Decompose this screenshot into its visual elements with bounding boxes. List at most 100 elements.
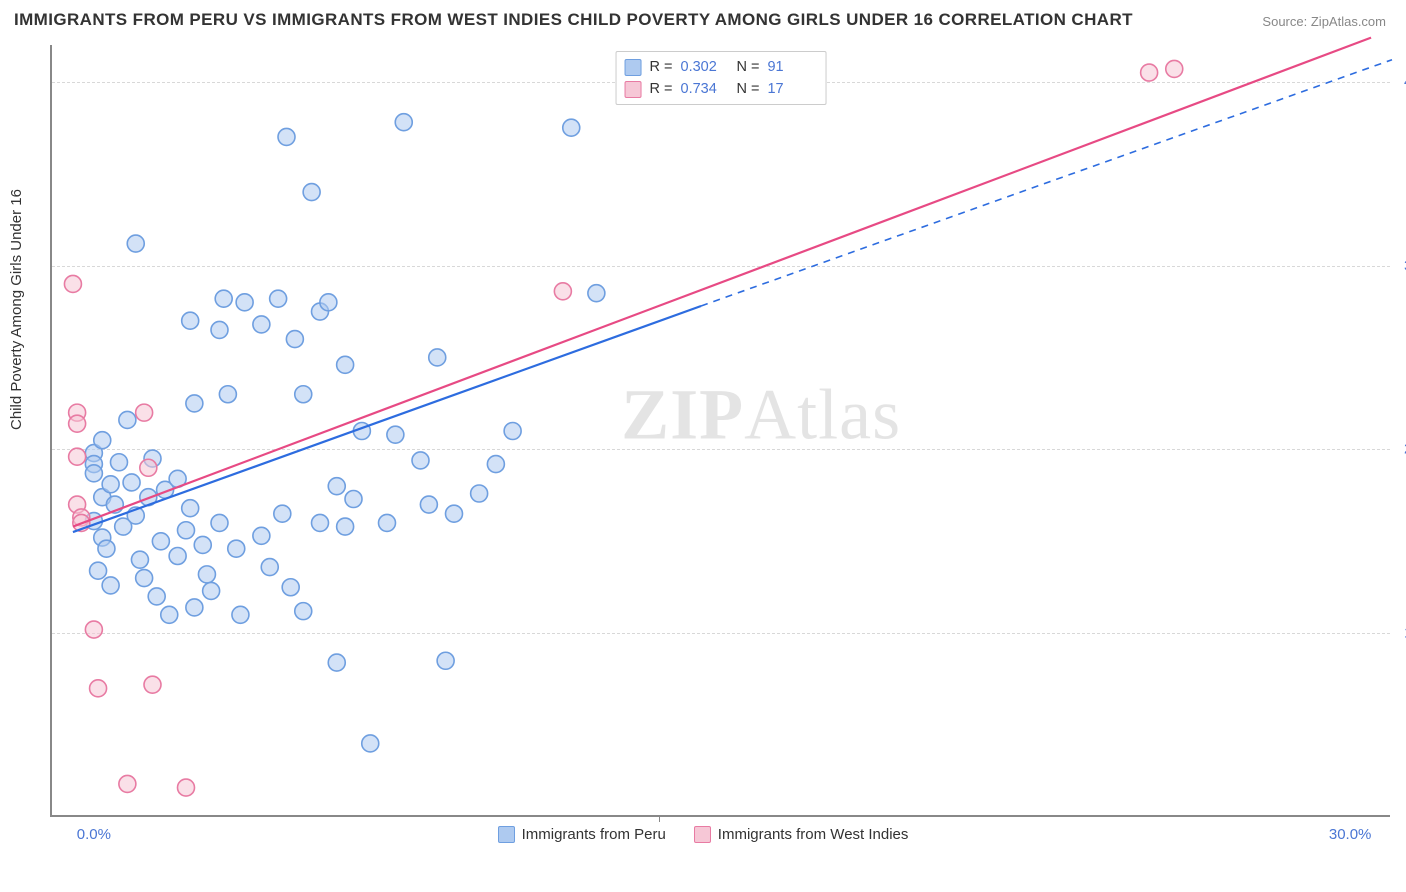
y-tick-label: 20.0% bbox=[1394, 441, 1406, 458]
n-label: N = bbox=[737, 81, 760, 97]
data-point bbox=[395, 114, 412, 131]
legend-label-westindies: Immigrants from West Indies bbox=[718, 826, 909, 843]
data-point bbox=[69, 415, 86, 432]
plot-area: ZIPAtlas R = 0.302 N = 91 R = 0.734 N = … bbox=[50, 45, 1390, 817]
data-point bbox=[261, 559, 278, 576]
data-point bbox=[286, 331, 303, 348]
chart-svg bbox=[52, 45, 1390, 815]
data-point bbox=[203, 582, 220, 599]
data-point bbox=[119, 411, 136, 428]
data-point bbox=[178, 522, 195, 539]
data-point bbox=[487, 456, 504, 473]
data-point bbox=[102, 476, 119, 493]
data-point bbox=[140, 459, 157, 476]
legend-swatch-peru bbox=[498, 826, 515, 843]
data-point bbox=[588, 285, 605, 302]
data-point bbox=[328, 654, 345, 671]
data-point bbox=[119, 775, 136, 792]
data-point bbox=[152, 533, 169, 550]
y-tick-label: 10.0% bbox=[1394, 625, 1406, 642]
legend-series: Immigrants from Peru Immigrants from Wes… bbox=[0, 826, 1406, 843]
data-point bbox=[1166, 60, 1183, 77]
r-label: R = bbox=[650, 59, 673, 75]
data-point bbox=[219, 386, 236, 403]
data-point bbox=[98, 540, 115, 557]
data-point bbox=[563, 119, 580, 136]
legend-stats-row-peru: R = 0.302 N = 91 bbox=[625, 56, 816, 78]
data-point bbox=[554, 283, 571, 300]
data-point bbox=[337, 356, 354, 373]
data-point bbox=[1141, 64, 1158, 81]
data-point bbox=[345, 491, 362, 508]
legend-swatch-westindies bbox=[625, 81, 642, 98]
data-point bbox=[64, 275, 81, 292]
x-tick-mark bbox=[659, 815, 660, 822]
data-point bbox=[446, 505, 463, 522]
chart-title: IMMIGRANTS FROM PERU VS IMMIGRANTS FROM … bbox=[14, 10, 1133, 30]
data-point bbox=[148, 588, 165, 605]
data-point bbox=[94, 432, 111, 449]
data-point bbox=[504, 423, 521, 440]
legend-swatch-peru bbox=[625, 59, 642, 76]
data-point bbox=[471, 485, 488, 502]
data-point bbox=[337, 518, 354, 535]
data-point bbox=[312, 514, 329, 531]
data-point bbox=[123, 474, 140, 491]
y-tick-label: 30.0% bbox=[1394, 257, 1406, 274]
data-point bbox=[215, 290, 232, 307]
data-point bbox=[136, 570, 153, 587]
data-point bbox=[420, 496, 437, 513]
data-point bbox=[169, 547, 186, 564]
n-label: N = bbox=[737, 59, 760, 75]
legend-label-peru: Immigrants from Peru bbox=[522, 826, 666, 843]
data-point bbox=[186, 599, 203, 616]
legend-item-westindies: Immigrants from West Indies bbox=[694, 826, 909, 843]
data-point bbox=[111, 454, 128, 471]
data-point bbox=[328, 478, 345, 495]
data-point bbox=[228, 540, 245, 557]
data-point bbox=[362, 735, 379, 752]
legend-item-peru: Immigrants from Peru bbox=[498, 826, 666, 843]
data-point bbox=[182, 312, 199, 329]
data-point bbox=[232, 606, 249, 623]
trend-line bbox=[73, 306, 701, 532]
data-point bbox=[161, 606, 178, 623]
data-point bbox=[186, 395, 203, 412]
data-point bbox=[85, 621, 102, 638]
r-label: R = bbox=[650, 81, 673, 97]
data-point bbox=[182, 500, 199, 517]
data-point bbox=[194, 536, 211, 553]
data-point bbox=[85, 465, 102, 482]
y-tick-label: 40.0% bbox=[1394, 73, 1406, 90]
source-value: ZipAtlas.com bbox=[1311, 14, 1386, 29]
data-point bbox=[144, 676, 161, 693]
data-point bbox=[253, 316, 270, 333]
data-point bbox=[282, 579, 299, 596]
data-point bbox=[211, 514, 228, 531]
data-point bbox=[320, 294, 337, 311]
data-point bbox=[253, 527, 270, 544]
data-point bbox=[90, 680, 107, 697]
n-value-peru: 91 bbox=[767, 59, 815, 75]
data-point bbox=[69, 448, 86, 465]
data-point bbox=[178, 779, 195, 796]
r-value-peru: 0.302 bbox=[681, 59, 729, 75]
legend-swatch-westindies bbox=[694, 826, 711, 843]
data-point bbox=[90, 562, 107, 579]
r-value-westindies: 0.734 bbox=[681, 81, 729, 97]
data-point bbox=[274, 505, 291, 522]
data-point bbox=[131, 551, 148, 568]
data-point bbox=[429, 349, 446, 366]
data-point bbox=[387, 426, 404, 443]
source-label: Source: bbox=[1262, 14, 1307, 29]
data-point bbox=[295, 603, 312, 620]
data-point bbox=[437, 652, 454, 669]
y-axis-label: Child Poverty Among Girls Under 16 bbox=[8, 189, 25, 430]
trend-line bbox=[73, 38, 1371, 527]
legend-stats-row-westindies: R = 0.734 N = 17 bbox=[625, 78, 816, 100]
data-point bbox=[127, 235, 144, 252]
data-point bbox=[198, 566, 215, 583]
data-point bbox=[102, 577, 119, 594]
n-value-westindies: 17 bbox=[767, 81, 815, 97]
data-point bbox=[412, 452, 429, 469]
